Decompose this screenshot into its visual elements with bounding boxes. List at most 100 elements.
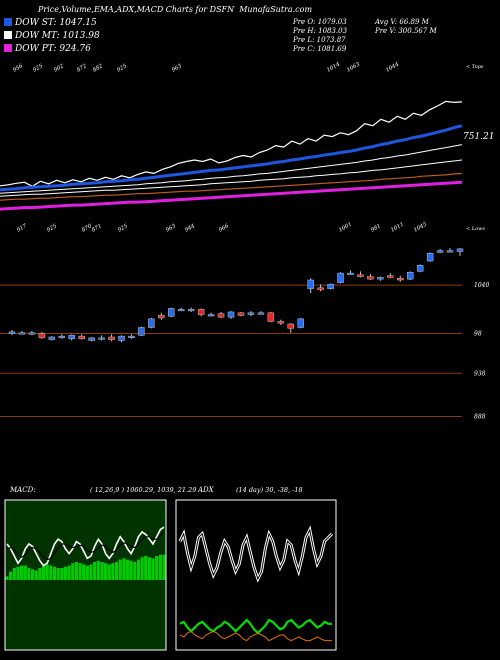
candle-body [247,312,255,315]
price-level-label: 98 [474,331,482,338]
bottom-annotation: 1045 [413,221,429,233]
bottom-annotation: 963 [165,223,178,234]
ema-chart: < Tops < Lows 751.21 956 925 902 872 882 925 963 1… [0,61,495,234]
ema-series-line-3 [0,159,463,197]
candle-body [297,318,304,328]
candle-body [88,337,95,341]
candle-body [406,271,414,280]
candle-body [257,312,265,315]
macd-histogram-bar [74,562,78,580]
macd-histogram-bar [89,564,93,580]
candle-body [436,250,444,253]
candle-body [357,274,364,277]
candle-body [108,336,115,340]
top-annotation: 1044 [385,61,401,73]
bottom-annotation: 981 [370,223,382,233]
macd-histogram-bar [140,557,144,580]
macd-histogram-bar [151,558,155,580]
bottom-annotation: 1011 [390,222,405,234]
candle-body [337,272,344,283]
adx-title: ADX [197,486,215,494]
candle-body [277,321,285,324]
candle-body [377,277,384,280]
macd-histogram-bar [12,568,16,580]
candle-body [158,315,165,319]
ema-legend-mt: DOW MT: 1013.98 [4,31,100,41]
bottom-annotation: 925 [46,223,59,234]
adx-line-inner [179,528,333,581]
minus-di-line [179,630,332,642]
macd-histogram-bar [136,559,141,580]
candle-body [18,332,26,335]
candle-body [317,287,324,290]
macd-histogram-bar [144,556,148,580]
macd-histogram-bar [67,565,71,580]
tops-label: < Tops [466,64,484,70]
ohlc-close: Pre C: 1081.69 [293,45,347,53]
candle-body [267,312,275,322]
legend-swatch-st [4,18,12,26]
candle-body [207,314,215,317]
macd-histogram-bar [129,560,133,580]
top-annotation: 882 [92,63,105,74]
candle-body [307,279,314,289]
macd-histogram-bar [133,562,137,580]
macd-histogram-bar [71,563,75,580]
macd-histogram-bar [155,556,159,580]
price-level-label: 1040 [474,282,489,289]
candle-body [327,284,334,289]
prev-volume: Pre V: 300.567 M [375,27,437,35]
macd-histogram-bar [20,565,24,580]
macd-histogram-bar [111,563,115,580]
macd-histogram-bar [158,554,162,580]
top-annotation: 902 [53,63,66,74]
plus-di-line [179,618,332,635]
ema-series-line-1 [0,124,463,192]
macd-histogram-bar [103,563,108,580]
candle-body [38,333,46,339]
chart-title: Price,Volume,EMA,ADX,MACD Charts for DSF… [38,5,313,14]
macd-histogram-bar [52,566,57,580]
macd-histogram-bar [100,562,104,580]
candle-body [138,327,145,336]
legend-swatch-mt [4,31,12,39]
macd-histogram-bar [82,564,86,580]
macd-histogram-bar [147,557,151,580]
adx-chart: ADX (14 day) 30, -38, -18 [175,486,337,651]
macd-title: MACD: [9,486,36,494]
top-annotation: 963 [171,63,184,74]
adx-params: (14 day) 30, -38, -18 [236,486,303,494]
top-annotation: 925 [116,63,129,74]
bottom-annotation: 944 [184,223,197,234]
macd-histogram-bar [5,576,9,580]
candle-body [28,332,36,335]
ema-series-line-4 [0,172,463,201]
bottom-annotation: 870 [81,223,94,234]
candlestick-chart: 1040 98 938 888 [0,248,489,420]
macd-histogram-bar [16,566,20,580]
macd-histogram-bar [45,564,49,580]
macd-histogram-bar [122,558,126,580]
ema-series-line-2 [0,144,463,194]
ohlc-open: Pre O: 1079.03 [293,18,347,26]
macd-histogram-bar [125,559,130,580]
macd-params: ( 12,26,9 ) 1060.29, 1039, 21.29 [90,486,196,494]
candle-body [197,309,205,315]
candle-body [48,336,56,340]
ema-series-line-0 [0,100,463,187]
macd-signal-line [6,531,165,561]
macd-histogram-bar [162,554,166,580]
macd-histogram-bar [23,565,27,580]
candle-body [397,278,404,281]
macd-histogram-bar [93,562,97,580]
candle-body [118,335,125,341]
candle-body [168,308,175,317]
candle-body [177,309,185,312]
last-value-label: 751.21 [463,132,495,142]
candle-body [98,337,105,340]
macd-histogram-bar [49,565,53,580]
macd-histogram-bar [56,568,60,580]
lows-label: < Lows [466,226,485,232]
bottom-annotation: 871 [91,223,103,233]
